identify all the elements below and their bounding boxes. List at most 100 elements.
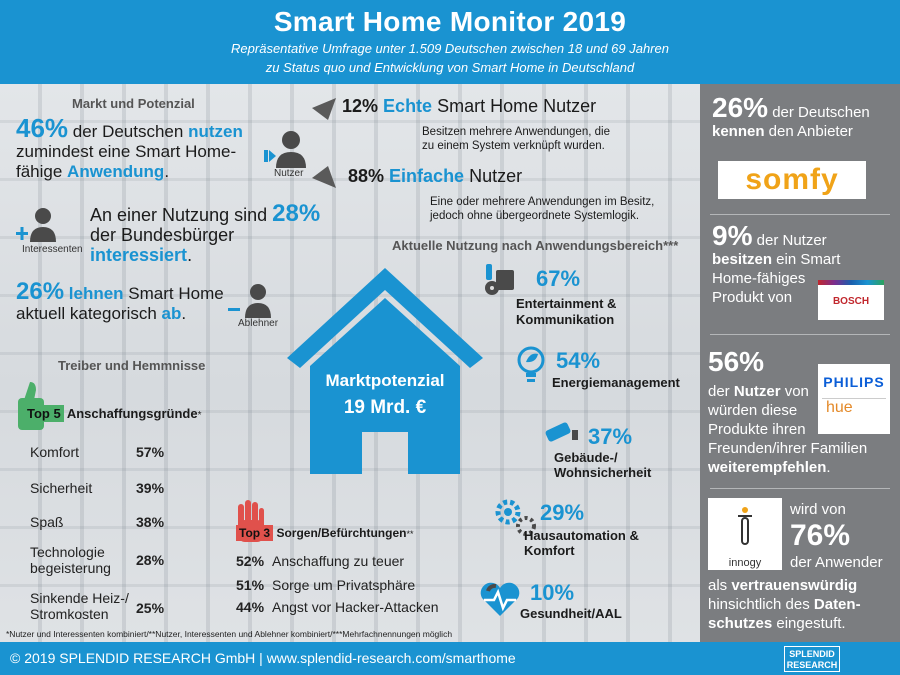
usage-automation-label-2: Komfort: [524, 543, 575, 558]
philips-text-2: Nutzer: [733, 383, 781, 400]
users-text-3: zumindest eine Smart Home-: [16, 142, 237, 161]
somfy-stat: 26% der Deutschen kennen den Anbieter: [712, 94, 894, 141]
segment-simple-pct: 88%: [348, 166, 385, 186]
camera-icon: [545, 422, 578, 442]
rejecters-text-2: Smart Home: [123, 284, 224, 303]
bosch-text-5: Produkt von: [712, 289, 793, 306]
interested-person-icon: Interessenten: [16, 206, 83, 255]
rejecters-text-3: aktuell kategorisch: [16, 304, 162, 323]
rejecters-icon-label: Ablehner: [238, 318, 279, 329]
somfy-text-1: der Deutschen: [768, 104, 870, 121]
footer-text[interactable]: © 2019 SPLENDID RESEARCH GmbH | www.sple…: [10, 650, 516, 666]
interested-icon-label: Interessenten: [22, 244, 83, 255]
innogy-text-6: Daten-: [813, 596, 861, 613]
segment-real: 12% Echte Smart Home Nutzer Besitzen meh…: [342, 96, 662, 153]
concern-label: Angst vor Hacker-Attacken: [272, 599, 439, 615]
interested-pct: 28%: [272, 200, 321, 227]
footnote: *Nutzer und Interessenten kombiniert/**N…: [6, 629, 453, 639]
gears-icon: [495, 499, 536, 536]
reason-pct: 38%: [136, 514, 165, 530]
house-icon: [287, 268, 483, 474]
reason-label: Sinkende Heiz-/ Stromkosten: [30, 590, 129, 622]
footer-logo-line-1: SPLENDID: [789, 649, 835, 659]
top3-star: **: [406, 529, 414, 539]
usage-health-pct: 10%: [530, 580, 575, 605]
users-stat: 46% der Deutschen nutzen zumindest eine …: [16, 115, 266, 182]
segment-real-desc-1: Besitzen mehrere Anwendungen, die: [422, 126, 610, 138]
rejecters-text-5: .: [181, 304, 187, 323]
innogy-text-7: schutzes: [708, 615, 773, 632]
bulb-leaf-icon: [517, 346, 545, 382]
reason-pct: 57%: [136, 444, 165, 460]
media-icon: [485, 264, 514, 295]
potential-value: 19 Mrd. €: [343, 397, 427, 418]
somfy-pct: 26%: [712, 92, 769, 123]
philips-text-1: der: [708, 383, 734, 400]
innogy-pct: 76%: [790, 519, 851, 552]
interested-text-2: der Bundesbürger: [90, 225, 235, 245]
philips-logo: PHILIPS hue: [818, 364, 890, 434]
usage-entertainment-pct: 67%: [536, 266, 581, 291]
philips-logo-text: PHILIPS: [823, 374, 885, 390]
philips-text-8: .: [826, 459, 831, 476]
users-text-5: Anwendung: [67, 162, 165, 181]
page-title: Smart Home Monitor 2019: [273, 6, 627, 37]
reason-pct: 25%: [136, 600, 165, 616]
concern-label: Anschaffung zu teuer: [272, 553, 405, 569]
top5-label: Top 5: [24, 405, 64, 422]
footer: © 2019 SPLENDID RESEARCH GmbH | www.sple…: [0, 642, 900, 675]
segment-simple-label: Nutzer: [464, 166, 523, 186]
segment-real-pct: 12%: [342, 96, 379, 116]
interested-text-1: An einer Nutzung sind: [90, 205, 268, 225]
market-heading: Markt und Potenzial: [72, 96, 195, 111]
reason-label: Technologie begeisterung: [30, 544, 111, 576]
innogy-logo-text: innogy: [728, 557, 762, 569]
reason-label: Sicherheit: [30, 480, 93, 496]
hue-logo-text: hue: [822, 398, 886, 417]
reason-pct: 39%: [136, 480, 165, 496]
header: Smart Home Monitor 2019 Repräsentative U…: [0, 0, 900, 84]
users-text-1: der Deutschen: [68, 122, 189, 141]
top5-title: Top 5 Anschaffungsgründe*: [24, 405, 201, 422]
innogy-logo: innogy: [708, 498, 782, 570]
usage-automation-label-1: Hausautomation &: [524, 528, 639, 543]
philips-pct: 56%: [708, 346, 765, 377]
concern-pct: 52%: [236, 553, 265, 569]
philips-text-7: weiterempfehlen: [708, 459, 827, 476]
top5-title-text: Anschaffungsgründe: [63, 406, 198, 421]
users-pct: 46%: [16, 113, 69, 143]
rejecters-text-4: ab: [161, 304, 182, 323]
bosch-logo: BOSCH: [818, 280, 884, 320]
heart-pulse-icon: [480, 582, 520, 616]
innogy-logo-icon: [738, 507, 752, 545]
usage-energy-label-1: Energiemanagement: [552, 375, 680, 390]
concern-label: Sorge um Privatsphäre: [272, 577, 416, 593]
users-icon-label: Nutzer: [274, 168, 304, 179]
reason-label: Komfort: [30, 444, 80, 460]
concern-pct: 44%: [236, 599, 265, 615]
usage-health-label-1: Gesundheit/AAL: [520, 606, 622, 621]
segment-real-label: Smart Home Nutzer: [432, 96, 597, 116]
usage-security-label-1: Gebäude-/: [554, 450, 618, 465]
philips-text-3: von: [780, 383, 809, 400]
drivers-heading: Treiber und Hemmnisse: [58, 358, 206, 373]
reason-label: Spaß: [30, 514, 64, 530]
segment-real-label-blue: Echte: [383, 96, 433, 116]
bosch-text-2: besitzen: [712, 251, 773, 268]
usage-energy-pct: 54%: [556, 348, 601, 373]
rejecters-stat: 26% lehnen Smart Home aktuell kategorisc…: [16, 280, 236, 324]
sidebar-divider: [710, 334, 890, 335]
innogy-text-8: eingestuft.: [772, 615, 846, 632]
top3-label: Top 3: [236, 525, 274, 541]
usage-entertainment-label-2: Kommunikation: [516, 312, 615, 327]
sidebar-divider: [710, 488, 890, 489]
usage-security-pct: 37%: [588, 424, 633, 449]
reason-pct: 28%: [136, 552, 165, 568]
interested-stat: An einer Nutzung sind 28% der Bundesbürg…: [90, 202, 340, 266]
subtitle-line-1: Repräsentative Umfrage unter 1.509 Deuts…: [231, 41, 669, 56]
bosch-pct: 9%: [712, 220, 753, 251]
bosch-text-4: Home-fähiges: [712, 270, 806, 287]
splendid-research-logo: SPLENDID RESEARCH: [784, 646, 840, 672]
innogy-stat-bottom: als vertrauenswürdig hinsichtlich des Da…: [708, 576, 894, 633]
top3-title-text: Sorgen/Befürchtungen: [273, 526, 407, 540]
